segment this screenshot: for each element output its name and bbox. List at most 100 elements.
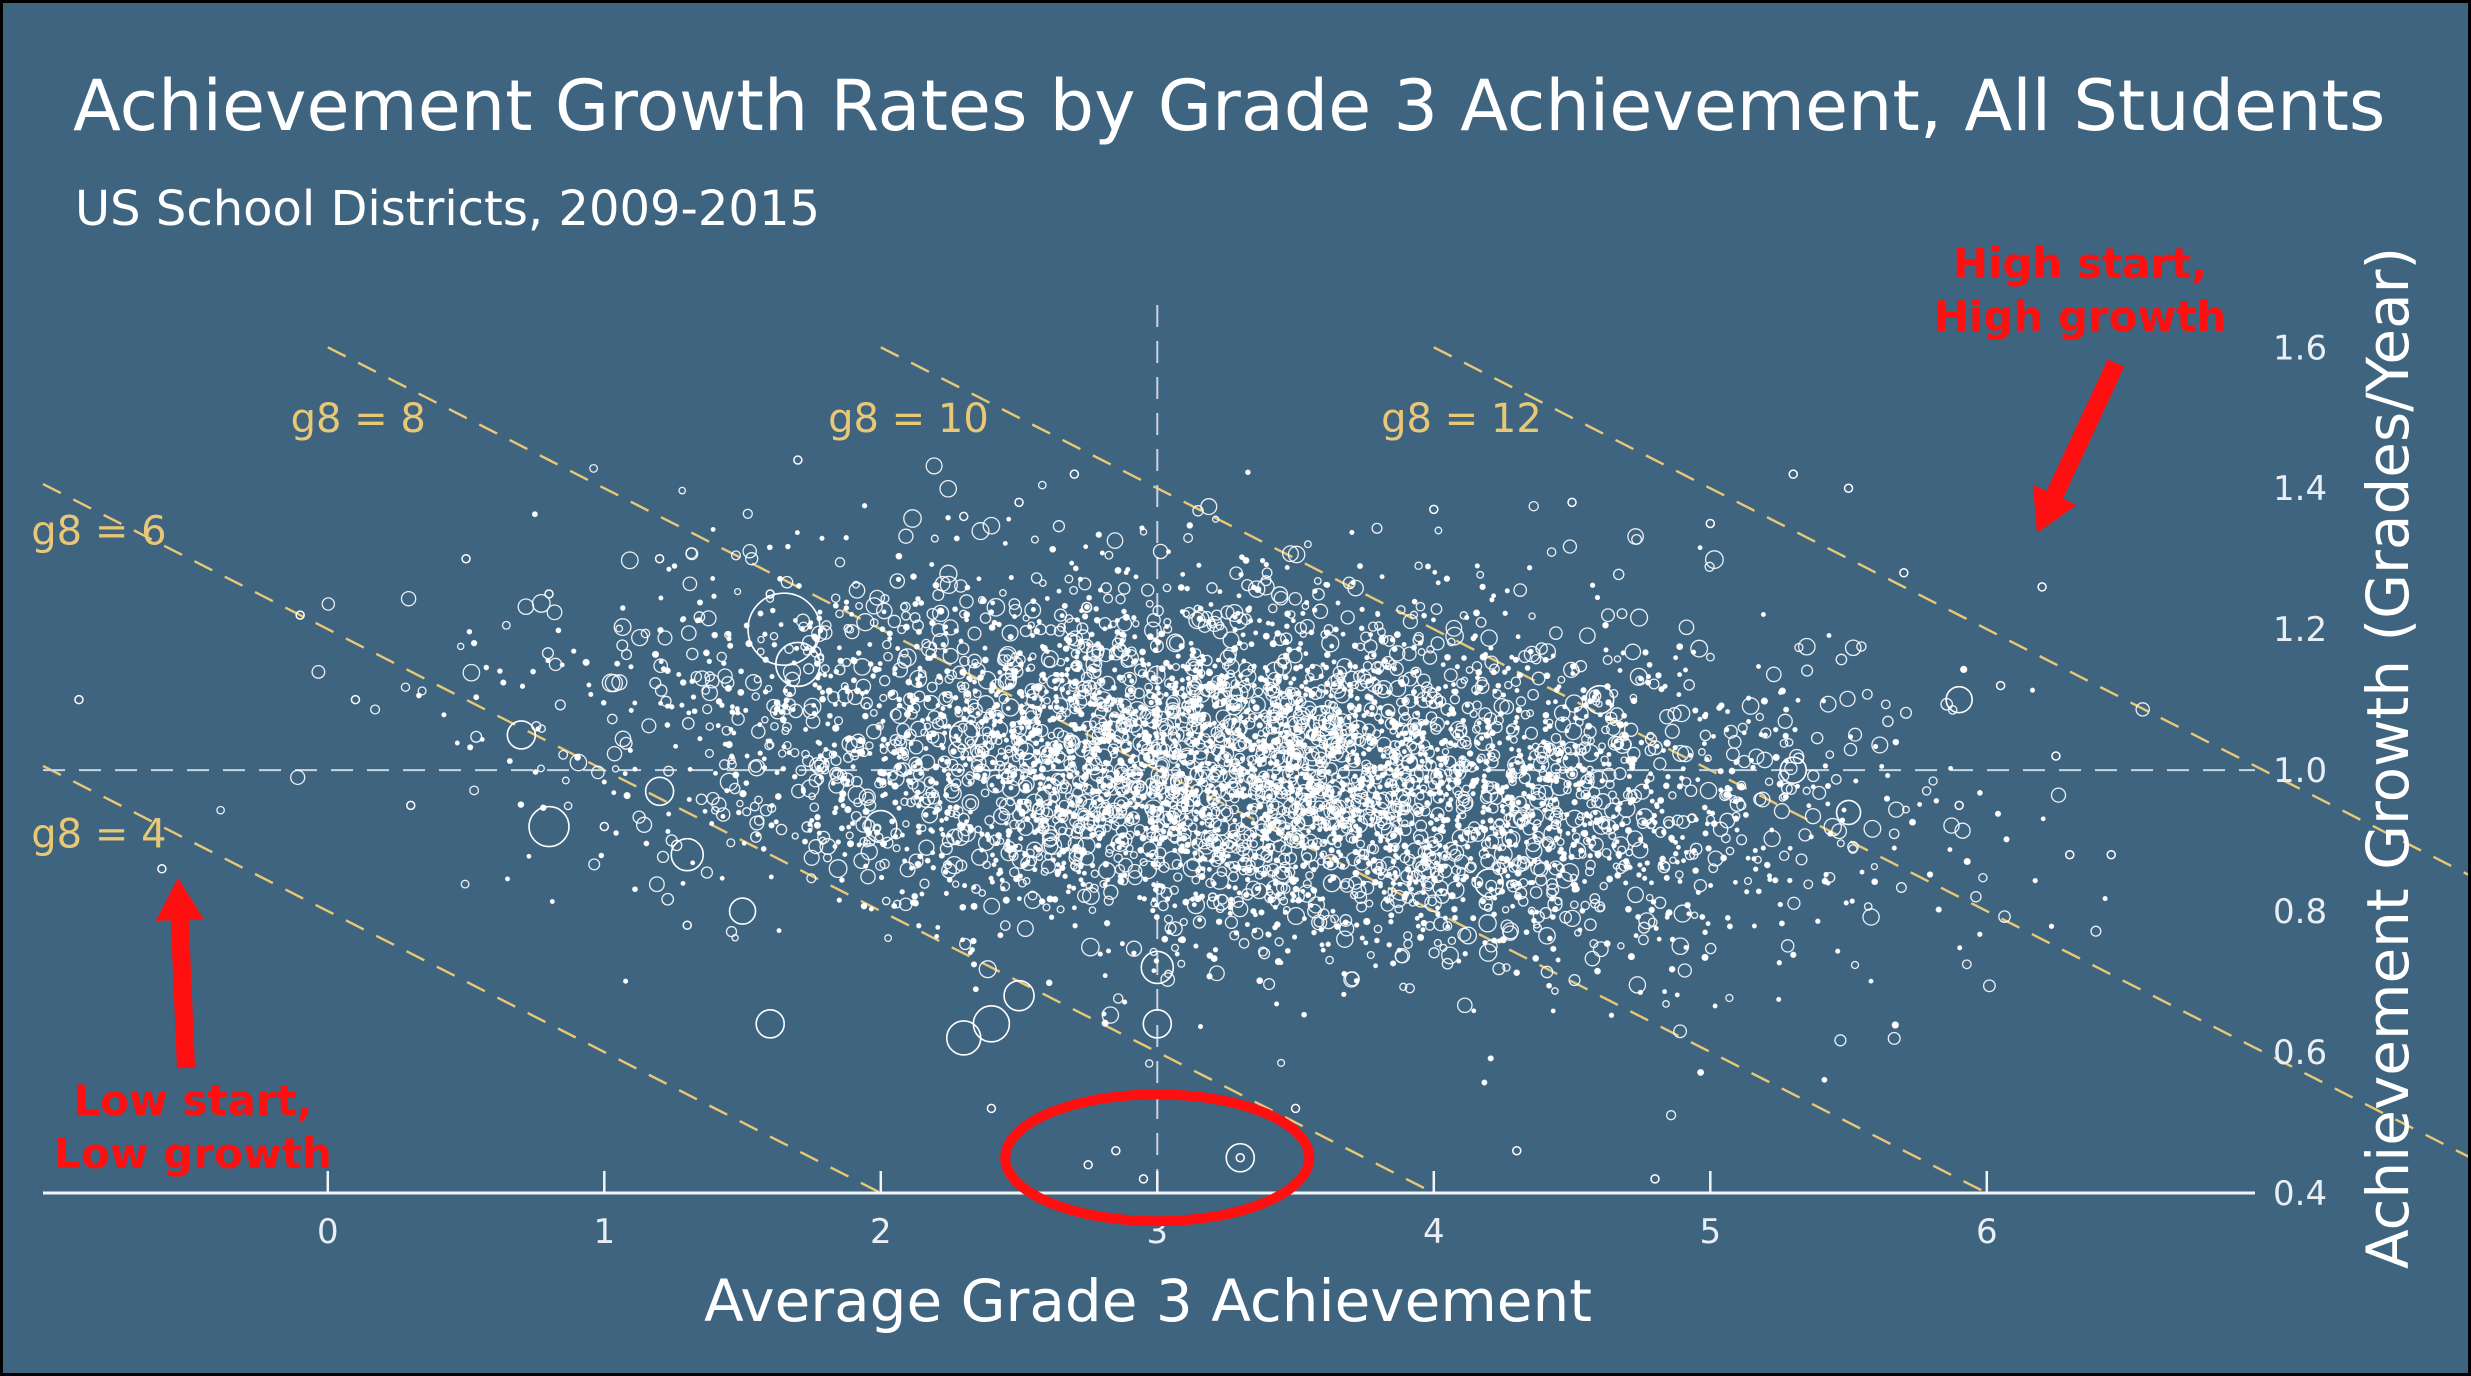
data-point <box>611 790 617 796</box>
data-point <box>1215 918 1223 925</box>
data-point <box>1848 844 1858 854</box>
data-point <box>1368 774 1373 780</box>
data-point <box>1486 755 1499 769</box>
data-point <box>1516 671 1523 679</box>
data-point <box>695 793 708 806</box>
data-point <box>749 801 760 812</box>
data-point <box>1132 658 1139 664</box>
data-point <box>1008 598 1021 611</box>
data-point <box>743 707 749 713</box>
data-point <box>1508 777 1517 787</box>
data-point <box>1432 569 1438 575</box>
data-point <box>987 709 994 716</box>
data-point <box>1448 726 1454 732</box>
data-point <box>1444 792 1449 797</box>
data-point <box>1131 615 1137 621</box>
data-point <box>1587 771 1592 776</box>
data-point <box>1699 729 1712 742</box>
data-point <box>999 589 1007 597</box>
data-point <box>761 764 768 771</box>
data-point <box>1019 725 1025 731</box>
data-point <box>1375 775 1381 781</box>
data-point <box>850 820 856 827</box>
data-point <box>1297 884 1317 903</box>
data-point <box>725 925 738 938</box>
data-point <box>837 657 844 665</box>
data-point <box>1267 723 1273 728</box>
data-point <box>1322 874 1341 893</box>
data-point <box>1037 786 1043 792</box>
data-point <box>1328 700 1336 709</box>
data-point <box>1116 845 1122 851</box>
data-point <box>1401 642 1407 647</box>
data-point <box>929 619 936 627</box>
data-point <box>1422 650 1438 665</box>
data-point <box>930 865 936 871</box>
data-point <box>1527 745 1533 750</box>
data-point <box>1806 803 1812 809</box>
data-point <box>761 716 769 724</box>
data-point <box>1393 631 1401 639</box>
data-point <box>904 846 910 852</box>
data-point <box>997 669 1003 675</box>
data-point <box>1193 816 1199 822</box>
data-point <box>1162 850 1182 870</box>
data-point <box>1668 791 1677 800</box>
data-point <box>1121 632 1127 638</box>
data-point <box>1293 864 1299 870</box>
data-point <box>985 831 990 837</box>
data-point <box>771 641 778 648</box>
data-point <box>1515 696 1527 707</box>
data-point <box>939 575 958 595</box>
data-point <box>1803 879 1814 890</box>
data-point <box>906 704 915 713</box>
data-point <box>1303 679 1309 685</box>
data-point <box>962 883 968 889</box>
data-point <box>781 744 787 750</box>
data-point <box>1571 881 1579 889</box>
data-point <box>1475 669 1483 676</box>
data-point <box>850 657 858 665</box>
data-point <box>466 628 473 635</box>
data-point <box>1154 685 1161 692</box>
data-point <box>1489 729 1496 737</box>
data-point <box>1059 864 1066 872</box>
data-point <box>1284 702 1290 708</box>
data-point <box>1753 866 1759 872</box>
data-point <box>1978 872 1988 883</box>
data-point <box>1502 610 1508 616</box>
data-point <box>1137 895 1143 901</box>
data-point <box>1096 689 1102 695</box>
data-point <box>588 691 594 697</box>
data-point <box>1518 824 1524 830</box>
data-point <box>598 852 605 859</box>
data-point <box>875 777 882 783</box>
data-point <box>1436 789 1444 796</box>
data-point <box>751 692 760 701</box>
data-point <box>1415 923 1421 929</box>
data-point <box>802 634 817 650</box>
data-point <box>715 723 721 729</box>
data-point <box>1153 958 1160 964</box>
data-point <box>694 617 701 624</box>
data-point <box>880 793 886 799</box>
data-point <box>970 937 977 945</box>
data-point <box>1599 881 1608 891</box>
data-point <box>1496 938 1502 944</box>
data-point <box>715 698 723 705</box>
data-point <box>822 853 833 863</box>
data-point <box>1088 906 1097 915</box>
data-point <box>654 684 668 697</box>
data-point <box>972 679 977 685</box>
data-point <box>737 688 745 696</box>
data-point <box>1753 855 1762 864</box>
data-point <box>809 802 820 813</box>
data-point <box>1018 835 1024 842</box>
data-point <box>925 655 931 661</box>
data-point <box>942 869 949 875</box>
data-point <box>1288 680 1294 686</box>
data-point <box>1286 691 1292 697</box>
data-point <box>1180 571 1186 577</box>
data-point <box>1624 643 1642 661</box>
data-point <box>1036 619 1042 625</box>
